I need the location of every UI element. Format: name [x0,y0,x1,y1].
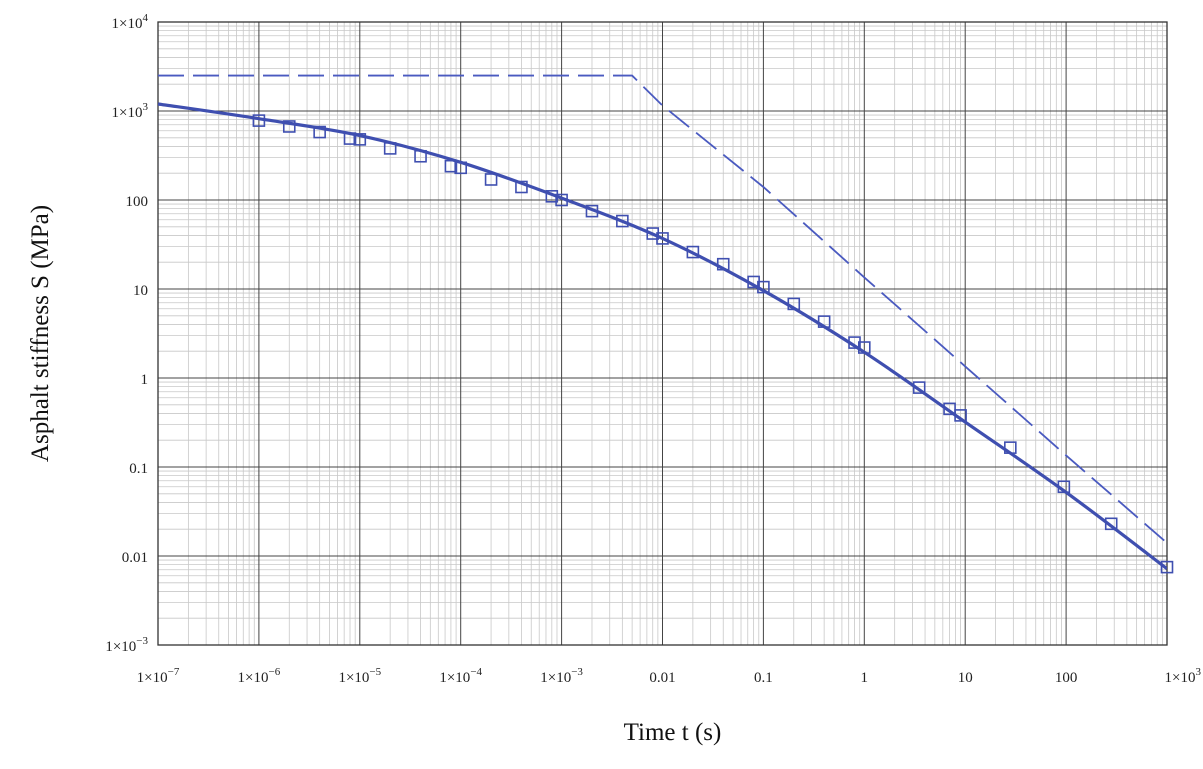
data-point-marker [1104,517,1118,531]
data-point-marker [757,280,770,294]
data-point-marker [313,125,326,139]
data-point-marker [454,161,468,175]
x-tick-label: 1 [861,670,869,686]
x-tick-label: 1×103 [1165,666,1202,686]
y-tick-label: 1×10−3 [105,635,148,655]
data-point-marker [686,245,700,259]
data-point-marker [954,409,967,422]
data-point-marker [616,214,629,228]
data-point-marker [1160,560,1174,574]
y-tick-labels: 1×10−3 0.01 0.1 1 10 100 1×103 1×104 [105,12,148,655]
series-layer [158,74,1174,574]
y-tick-label: 100 [126,194,149,210]
x-tick-label: 100 [1055,670,1078,686]
y-axis-title: Asphalt stiffness S (MPa) [27,205,54,462]
data-point-marker [555,193,568,207]
x-tick-label: 1×10−6 [238,666,281,686]
estimated-curve-dashed [158,74,1167,544]
data-point-marker [414,149,427,163]
x-tick-label: 1×10−3 [540,666,583,686]
x-axis-title: Time t (s) [624,719,722,746]
data-point-marker [817,315,831,328]
y-tick-label: 0.1 [129,461,148,477]
data-point-marker [545,190,559,203]
data-point-marker [656,232,669,245]
data-point-marker [515,180,528,194]
data-point-marker [343,132,357,145]
x-tick-label: 1×10−5 [338,666,381,686]
data-point-marker [383,142,397,155]
data-point-marker [444,159,458,173]
y-tick-label: 10 [133,283,148,299]
x-tick-label: 10 [958,670,973,686]
data-point-marker [1004,441,1017,454]
data-point-marker [787,297,801,311]
data-point-marker [912,381,926,394]
x-tick-labels: 1×10−7 1×10−6 1×10−5 1×10−4 1×10−3 0.01 0.1 1 10… [137,666,1202,686]
y-tick-label: 1×104 [112,12,149,32]
data-point-marker [282,120,296,133]
y-tick-label: 1×103 [112,101,149,121]
x-tick-label: 1×10−7 [137,666,180,686]
data-point-marker [252,114,266,127]
data-point-marker [353,133,367,146]
plot-frame [157,21,1168,646]
x-tick-label: 0.1 [754,670,773,686]
data-point-marker [943,402,956,416]
data-point-marker [585,204,599,218]
x-tick-label: 1×10−4 [439,666,482,686]
data-point-marker [716,257,730,271]
data-point-marker [484,173,498,186]
data-point-marker [1057,480,1071,494]
y-tick-label: 0.01 [122,550,148,566]
y-tick-label: 1 [141,372,149,388]
fitted-curve-solid [158,102,1167,570]
data-point-marker [857,341,871,354]
x-tick-label: 0.01 [649,670,675,686]
